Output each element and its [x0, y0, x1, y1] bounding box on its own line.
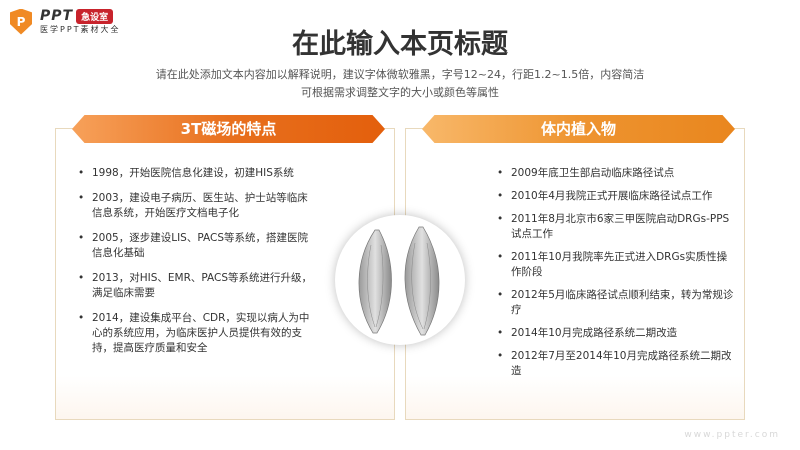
list-item: 2014，建设集成平台、CDR，实现以病人为中心的系统应用，为临床医护人员提供有… — [78, 311, 318, 356]
right-list: 2009年底卫生部启动临床路径试点 2010年4月我院正式开展临床路径试点工作 … — [497, 166, 737, 387]
watermark: www.ppter.com — [684, 430, 780, 440]
list-item: 2011年10月我院率先正式进入DRGs实质性操作阶段 — [497, 250, 737, 280]
subtitle-line: 请在此处添加文本内容加以解释说明，建议字体微软雅黑，字号12~24，行距1.2~… — [155, 68, 645, 81]
list-item: 2012年7月至2014年10月完成路径系统二期改造 — [497, 349, 737, 379]
logo: P PPT 急设室 医学PPT素材大全 — [10, 8, 121, 35]
left-list: 1998，开始医院信息化建设，初建HIS系统 2003，建设电子病历、医生站、护… — [78, 166, 318, 366]
page-subtitle: 请在此处添加文本内容加以解释说明，建议字体微软雅黑，字号12~24，行距1.2~… — [0, 66, 800, 102]
list-item: 2005，逐步建设LIS、PACS等系统，搭建医院信息化基础 — [78, 231, 318, 261]
list-item: 2003，建设电子病历、医生站、护士站等临床信息系统，开始医疗文档电子化 — [78, 191, 318, 221]
muscle-image — [335, 215, 465, 345]
list-item: 2014年10月完成路径系统二期改造 — [497, 326, 737, 341]
list-item: 2013，对HIS、EMR、PACS等系统进行升级，满足临床需要 — [78, 271, 318, 301]
right-heading: 体内植入物 — [422, 115, 735, 143]
shield-logo-icon: P — [10, 8, 32, 35]
subtitle-line: 可根据需求调整文字的大小或颜色等属性 — [301, 86, 499, 99]
logo-badge: 急设室 — [76, 8, 114, 24]
list-item: 2010年4月我院正式开展临床路径试点工作 — [497, 189, 737, 204]
logo-brand: PPT — [40, 8, 74, 24]
list-item: 1998，开始医院信息化建设，初建HIS系统 — [78, 166, 318, 181]
list-item: 2009年底卫生部启动临床路径试点 — [497, 166, 737, 181]
logo-tagline: 医学PPT素材大全 — [40, 25, 121, 34]
left-heading: 3T磁场的特点 — [72, 115, 385, 143]
list-item: 2011年8月北京市6家三甲医院启动DRGs-PPS试点工作 — [497, 212, 737, 242]
list-item: 2012年5月临床路径试点顺利结束，转为常规诊疗 — [497, 288, 737, 318]
page-title: 在此输入本页标题 — [292, 29, 508, 60]
